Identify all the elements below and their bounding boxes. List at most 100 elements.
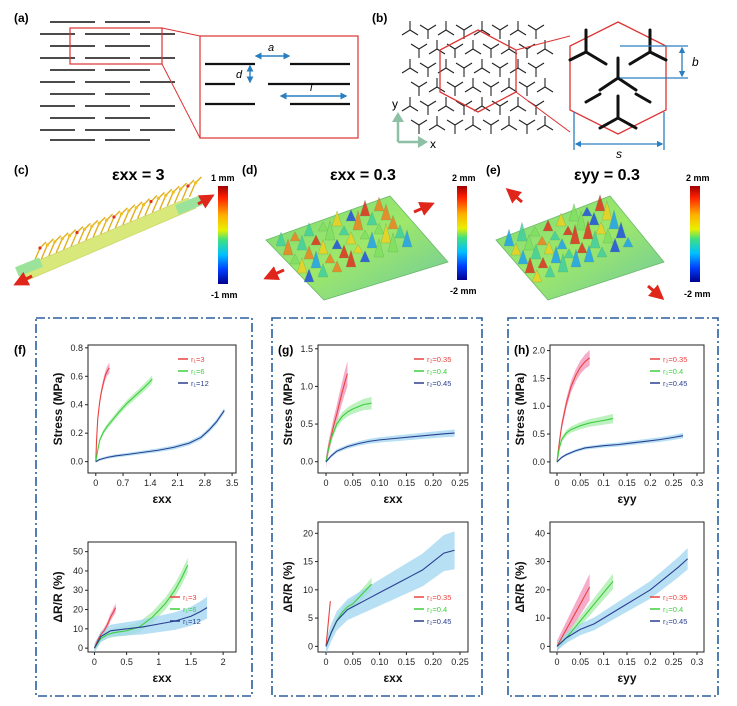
axis-indicator: [392, 112, 428, 148]
surface-ripple: [296, 257, 308, 274]
y-tick-label: 1.0: [532, 401, 545, 411]
surface-ripple: [531, 269, 543, 283]
tripod-cell: [518, 81, 536, 96]
lattice-node: [193, 181, 197, 185]
tripod-cell: [401, 21, 419, 36]
surface-ripple: [380, 223, 392, 244]
tripod-cell: [509, 59, 527, 74]
x-tick-label: 0.05: [344, 478, 362, 488]
lattice-strut: [173, 188, 182, 204]
chart-h-stress: 0 0.05 0.1 0.15 0.2 0.25 0.3 0.0 0.5 1.0 1.5 2.0 εyy…: [513, 344, 705, 506]
dim-d-label: d: [236, 69, 243, 81]
tripod-cell: [410, 81, 428, 96]
series-line-3: [556, 435, 684, 463]
surface-ripple: [517, 249, 529, 265]
surface-ripple: [359, 250, 371, 263]
surface-ripple: [543, 240, 555, 255]
surface-ripple: [609, 237, 621, 253]
x-tick-label: 0: [554, 478, 559, 488]
surface-ripple: [373, 222, 385, 235]
colorbar-d-min: -2 mm: [450, 286, 477, 296]
surface-ripple: [524, 256, 536, 274]
x-tick-label: 0.15: [398, 478, 416, 488]
lattice-strut: [129, 207, 137, 222]
lattice-node: [164, 193, 168, 197]
panel-c: (c) εxx = 3 1 mm -1 mm: [13, 163, 238, 300]
lattice-strut: [114, 213, 123, 229]
x-tick-label: 0.05: [344, 657, 362, 667]
legend-entry: r₂=0.4: [427, 367, 447, 376]
y-tick-label: 0.5: [300, 419, 313, 429]
x-tick-label: 0.7: [117, 478, 130, 488]
surface-ripple: [331, 210, 343, 227]
lattice-node: [82, 227, 86, 231]
sim-c-title: εxx = 3: [112, 167, 165, 184]
tripod-cell: [401, 59, 419, 74]
x-tick-label: 0.15: [398, 657, 416, 667]
surface-ripple: [310, 250, 322, 269]
surface-ripple: [366, 211, 378, 226]
panel-label-f: (f): [14, 343, 26, 357]
lattice-node: [134, 206, 138, 210]
lattice-node: [105, 218, 109, 222]
chart-f-stress: 0 0.7 1.4 2.1 2.8 3.5 0.0 0.2 0.4 0.6 0.8 εxx Stress…: [51, 343, 238, 506]
surface-ripple: [588, 211, 600, 226]
dim-l-label: l: [310, 82, 313, 94]
surface-ripple: [542, 219, 554, 232]
tripod-cell: [536, 78, 554, 93]
tripod-cell: [491, 62, 509, 77]
colorbar-e-max: 2 mm: [686, 173, 710, 183]
surface-ripple: [602, 227, 614, 244]
legend-entry: r₂=0.35: [663, 593, 687, 602]
y-tick-label: 15: [303, 557, 313, 567]
x-tick-label: 0: [92, 657, 97, 667]
lattice-strut: [144, 201, 152, 216]
x-tick-label: 0: [324, 478, 329, 488]
series-line-2: [325, 402, 372, 462]
y-tick-label: 0.4: [70, 400, 83, 410]
tripod-cell: [509, 97, 527, 112]
tripod-cell: [437, 59, 455, 74]
surface-ripple: [601, 200, 613, 221]
surface-ripple: [530, 243, 542, 260]
y-tick-label: 0.8: [70, 343, 83, 353]
legend-entry: r₂=0.35: [663, 355, 687, 364]
tension-arrow-c-right: [197, 194, 215, 209]
surface-ripple: [359, 199, 371, 217]
zoom-detail-box: [199, 35, 359, 139]
lattice-node: [156, 196, 160, 200]
surface-ripple: [582, 220, 594, 240]
x-axis-label: εyy: [617, 492, 636, 506]
plot-frame: [549, 344, 705, 474]
y-axis-label: ΔR/R (%): [513, 561, 527, 612]
colorbar-c: [218, 186, 228, 284]
tripod-cell: [437, 97, 455, 112]
y-tick-label: 1.0: [300, 381, 313, 391]
y-tick-label: 0: [308, 641, 313, 651]
surface-ripple: [282, 238, 294, 256]
panel-a: (a) a d l: [14, 11, 359, 141]
lattice-node: [60, 237, 64, 241]
surface-ripple: [380, 203, 392, 221]
lattice-strut: [151, 198, 160, 213]
surface-ripple: [331, 238, 343, 250]
tripod-cell: [401, 97, 419, 112]
zoom-line-top: [161, 27, 201, 37]
tripod-cell: [536, 116, 554, 131]
series-line-1: [325, 601, 331, 647]
x-tick-label: 0.10: [371, 657, 389, 667]
panel-b: (b) b s y x: [372, 11, 699, 161]
tension-arrow-c-left: [13, 271, 33, 286]
surface-ripple: [338, 225, 350, 236]
surface-ripple: [331, 260, 343, 273]
zoom-line-bottom: [161, 63, 201, 139]
lattice-strut: [166, 191, 174, 207]
y-tick-label: 0.6: [70, 371, 83, 381]
lattice-node: [38, 246, 42, 250]
series-band-3: [326, 429, 455, 464]
legend-entry: r₂=0.45: [663, 617, 687, 626]
lattice-strut: [107, 216, 115, 232]
lattice-strut: [136, 204, 145, 219]
legend-entry: r₂=0.45: [427, 617, 451, 626]
